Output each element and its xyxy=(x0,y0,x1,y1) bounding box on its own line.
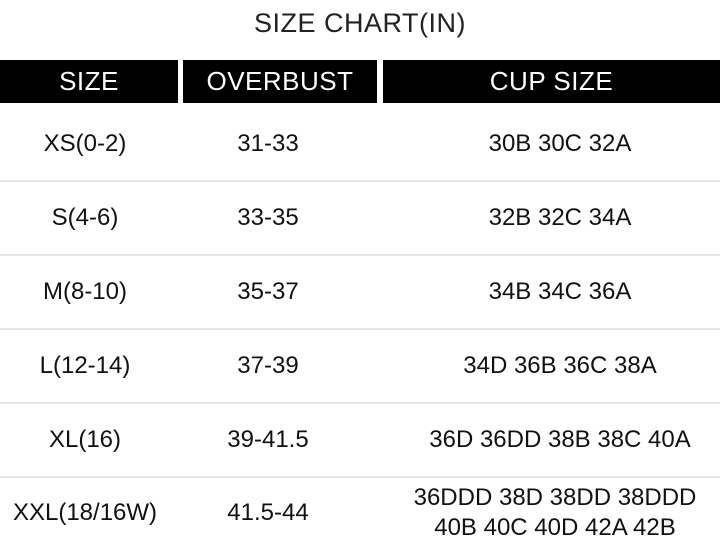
cup-size-cell: 36DDD 38D 38DD 38DDD 40B 40C 40D 42A 42B xyxy=(413,484,697,541)
header-cup-size: CUP SIZE xyxy=(383,60,720,103)
cup-size-cell: 30B 30C 32A xyxy=(488,130,632,157)
header-size: SIZE xyxy=(0,60,178,103)
size-cell: XL(16) xyxy=(48,426,122,453)
chart-title: SIZE CHART(IN) xyxy=(253,8,466,38)
overbust-cell: 33-35 xyxy=(237,204,299,231)
cup-size-cell: 34D 36B 36C 38A xyxy=(463,352,657,379)
overbust-cell: 31-33 xyxy=(237,130,299,157)
cup-size-cell: 32B 32C 34A xyxy=(488,204,632,231)
header-overbust: OVERBUST xyxy=(183,60,377,103)
size-cell: M(8-10) xyxy=(42,278,127,305)
overbust-cell: 35-37 xyxy=(237,278,299,305)
overbust-cell: 39-41.5 xyxy=(227,426,309,453)
overbust-cell: 41.5-44 xyxy=(227,499,309,526)
cup-size-cell: 36D 36DD 38B 38C 40A xyxy=(429,426,691,453)
size-cell: XXL(18/16W) xyxy=(12,499,158,526)
table-row: M(8-10) 35-37 34B 34C 36A xyxy=(0,256,720,330)
table-row: XXL(18/16W) 41.5-44 36DDD 38D 38DD 38DDD 4… xyxy=(0,478,720,548)
table-row: L(12-14) 37-39 34D 36B 36C 38A xyxy=(0,330,720,404)
overbust-cell: 37-39 xyxy=(237,352,299,379)
table-row: XS(0-2) 31-33 30B 30C 32A xyxy=(0,108,720,182)
size-cell: S(4-6) xyxy=(51,204,119,231)
table-row: XL(16) 39-41.5 36D 36DD 38B 38C 40A xyxy=(0,404,720,478)
table-row: S(4-6) 33-35 32B 32C 34A xyxy=(0,182,720,256)
cup-size-cell: 34B 34C 36A xyxy=(488,278,632,305)
size-cell: L(12-14) xyxy=(39,352,131,379)
size-cell: XS(0-2) xyxy=(43,130,127,157)
